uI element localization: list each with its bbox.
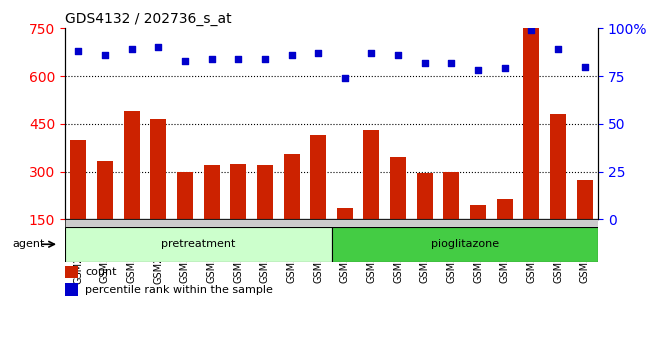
Point [446, 60, 456, 65]
Point [553, 46, 564, 52]
Bar [523, 28, 540, 267]
Text: count: count [85, 267, 117, 277]
Point [339, 75, 350, 81]
Bar [550, 114, 566, 267]
Point [153, 45, 164, 50]
Bar [470, 205, 486, 267]
Bar [230, 164, 246, 267]
Point [179, 58, 190, 64]
Bar [283, 154, 300, 267]
Point [313, 50, 324, 56]
Bar [577, 179, 593, 267]
Bar [310, 135, 326, 267]
Bar [497, 199, 513, 267]
Bar [417, 173, 433, 267]
Bar [203, 165, 220, 267]
FancyBboxPatch shape [65, 227, 332, 262]
Point [526, 27, 537, 33]
Point [500, 65, 510, 71]
Point [100, 52, 110, 58]
Point [580, 64, 590, 69]
Bar [337, 208, 353, 267]
Bar [65, 266, 79, 278]
Point [126, 46, 137, 52]
Point [393, 52, 403, 58]
Text: GDS4132 / 202736_s_at: GDS4132 / 202736_s_at [65, 12, 231, 26]
Bar [150, 119, 166, 267]
Point [367, 50, 377, 56]
Point [73, 48, 83, 54]
Bar [97, 161, 113, 267]
Bar [257, 165, 273, 267]
Point [473, 68, 484, 73]
Text: pretreatment: pretreatment [161, 239, 235, 249]
Bar [443, 172, 460, 267]
Point [233, 56, 244, 62]
Point [287, 52, 297, 58]
Bar [390, 157, 406, 267]
FancyBboxPatch shape [332, 227, 598, 262]
Point [259, 56, 270, 62]
Bar [70, 140, 86, 267]
Bar [363, 130, 380, 267]
Bar [124, 111, 140, 267]
Text: pioglitazone: pioglitazone [431, 239, 499, 249]
Bar [65, 283, 79, 296]
Text: percentile rank within the sample: percentile rank within the sample [85, 285, 273, 295]
Point [206, 56, 216, 62]
Bar [177, 172, 193, 267]
Point [420, 60, 430, 65]
Text: agent: agent [12, 239, 44, 249]
